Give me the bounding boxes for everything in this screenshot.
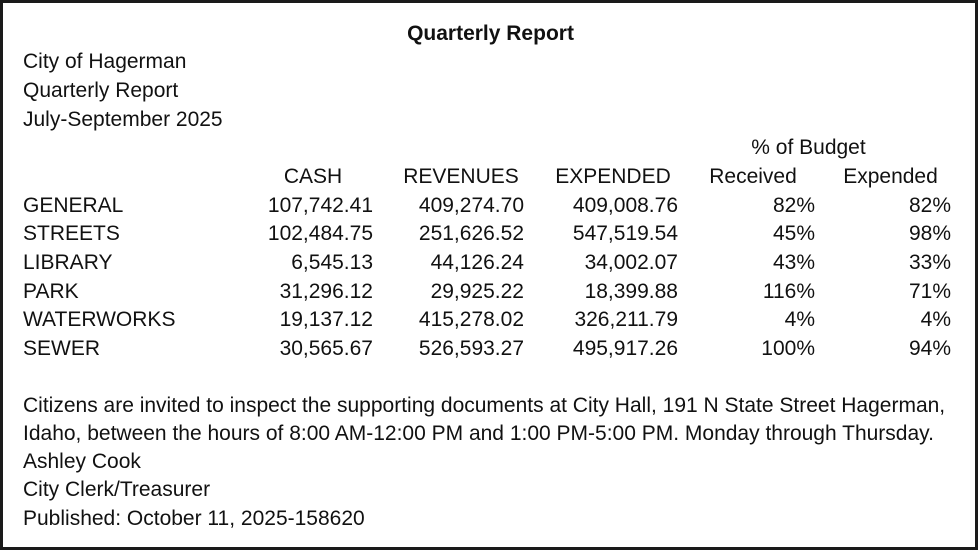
cash-value: 31,296.12 bbox=[279, 280, 373, 303]
column-header-expended-pct: Expended bbox=[843, 165, 938, 188]
column-header-expended: EXPENDED bbox=[555, 165, 671, 188]
expended-percent: 94% bbox=[908, 337, 951, 360]
signer-title: City Clerk/Treasurer bbox=[23, 478, 211, 501]
report-title: Quarterly Report bbox=[407, 22, 574, 45]
cash-value: 19,137.12 bbox=[279, 308, 373, 331]
received-percent: 116% bbox=[762, 280, 815, 303]
budget-percent-group-header: % of Budget bbox=[751, 136, 866, 159]
revenues-value: 415,278.02 bbox=[418, 308, 524, 331]
expended-value: 18,399.88 bbox=[584, 280, 678, 303]
expended-value: 409,008.76 bbox=[572, 194, 678, 217]
report-name: Quarterly Report bbox=[23, 79, 179, 102]
revenues-value: 29,925.22 bbox=[430, 280, 524, 303]
signer-name: Ashley Cook bbox=[23, 450, 141, 473]
expended-percent: 98% bbox=[908, 222, 951, 245]
expended-percent: 33% bbox=[908, 251, 951, 274]
revenues-value: 409,274.70 bbox=[418, 194, 524, 217]
fund-name: STREETS bbox=[23, 222, 120, 245]
received-percent: 43% bbox=[772, 251, 815, 274]
received-percent: 82% bbox=[772, 194, 815, 217]
fund-name: LIBRARY bbox=[23, 251, 113, 274]
cash-value: 102,484.75 bbox=[267, 222, 373, 245]
received-percent: 45% bbox=[772, 222, 815, 245]
cash-value: 107,742.41 bbox=[267, 194, 373, 217]
expended-percent: 82% bbox=[908, 194, 951, 217]
expended-percent: 4% bbox=[920, 308, 951, 331]
column-header-cash: CASH bbox=[283, 165, 343, 188]
fund-name: SEWER bbox=[23, 337, 101, 360]
publication-line: Published: October 11, 2025-158620 bbox=[23, 507, 365, 530]
fund-name: PARK bbox=[23, 280, 79, 303]
expended-value: 547,519.54 bbox=[572, 222, 678, 245]
column-header-revenues: REVENUES bbox=[403, 165, 519, 188]
cash-value: 6,545.13 bbox=[291, 251, 373, 274]
revenues-value: 44,126.24 bbox=[430, 251, 524, 274]
column-header-received-pct: Received bbox=[709, 165, 797, 188]
fund-name: WATERWORKS bbox=[23, 308, 176, 331]
revenues-value: 526,593.27 bbox=[418, 337, 524, 360]
revenues-value: 251,626.52 bbox=[418, 222, 524, 245]
received-percent: 100% bbox=[761, 337, 815, 360]
city-name: City of Hagerman bbox=[23, 50, 187, 73]
inspection-notice-line-1: Citizens are invited to inspect the supp… bbox=[23, 394, 946, 417]
expended-value: 495,917.26 bbox=[572, 337, 678, 360]
inspection-notice-line-2: Idaho, between the hours of 8:00 AM-12:0… bbox=[23, 422, 934, 445]
cash-value: 30,565.67 bbox=[279, 337, 373, 360]
expended-value: 326,211.79 bbox=[574, 308, 678, 331]
fund-name: GENERAL bbox=[23, 194, 124, 217]
received-percent: 4% bbox=[784, 308, 815, 331]
expended-value: 34,002.07 bbox=[584, 251, 678, 274]
expended-percent: 71% bbox=[908, 280, 951, 303]
report-period: July-September 2025 bbox=[23, 108, 223, 131]
